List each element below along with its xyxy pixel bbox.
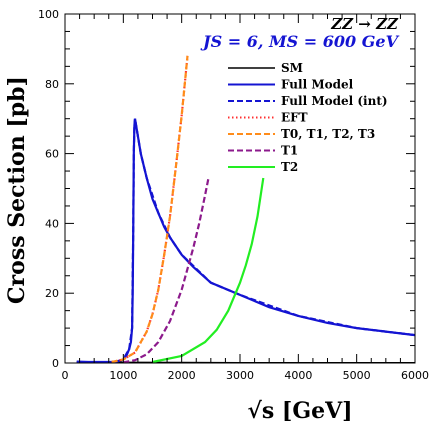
y-tick-label: 60 <box>45 148 59 161</box>
legend-label-2: Full Model (int) <box>281 94 388 108</box>
y-tick-label: 0 <box>52 357 59 370</box>
axes: 0 1000 2000 3000 4000 5000 6000 0 20 40 60 80 100 <box>38 8 429 382</box>
x-tick-label: 1000 <box>109 369 137 382</box>
plot-frame <box>64 13 416 364</box>
legend-label-1: Full Model <box>281 78 354 92</box>
legend-label-5: T1 <box>281 144 298 158</box>
series-line-1 <box>76 118 415 363</box>
y-tick-label: 80 <box>45 78 59 91</box>
legend-label-0: SM <box>281 61 303 75</box>
x-tick-label: 0 <box>62 369 69 382</box>
process-annotation: ZZ → ZZ <box>330 15 399 33</box>
parameters-annotation: JS = 6, MS = 600 GeV <box>200 32 400 51</box>
series-line-3 <box>111 55 189 363</box>
x-tick-label: 6000 <box>401 369 429 382</box>
series-line-4 <box>111 55 189 363</box>
y-axis-title: Cross Section [pb] <box>4 76 30 304</box>
y-tick-label: 100 <box>38 8 59 21</box>
legend-label-3: EFT <box>281 111 308 125</box>
series-line-6 <box>152 177 265 363</box>
legend-label-4: T0, T1, T2, T3 <box>281 127 375 141</box>
x-tick-label: 2000 <box>168 369 196 382</box>
x-axis-title: √s [GeV] <box>247 398 352 424</box>
x-tick-label: 5000 <box>343 369 371 382</box>
series-line-5 <box>123 177 210 363</box>
y-tick-label: 40 <box>45 217 59 230</box>
legend-label-6: T2 <box>281 160 298 174</box>
legend: SM Full Model Full Model (int) EFT T0, T1, T… <box>228 61 388 174</box>
y-tick-label: 20 <box>45 287 59 300</box>
x-tick-label: 4000 <box>284 369 312 382</box>
x-tick-label: 3000 <box>226 369 254 382</box>
series-line-2 <box>117 118 415 363</box>
